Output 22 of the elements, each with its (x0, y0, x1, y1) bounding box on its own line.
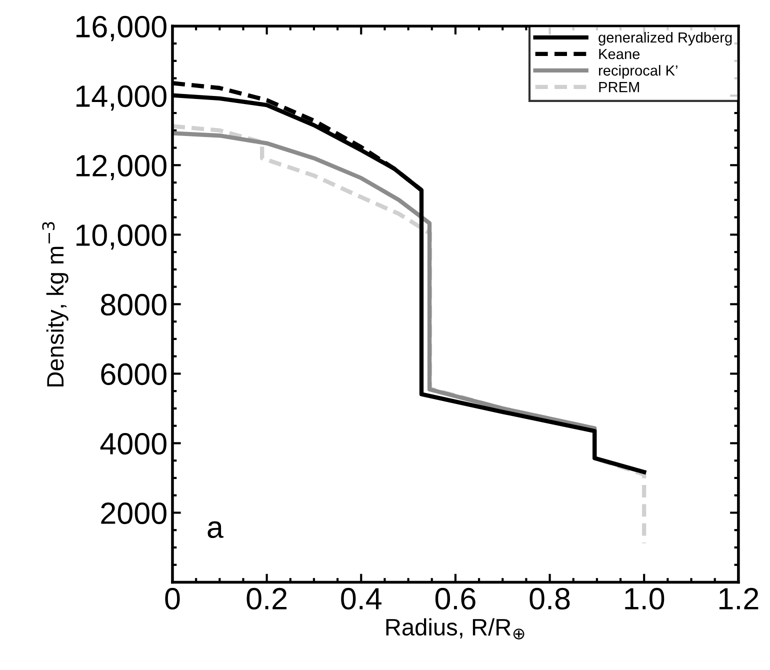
x-tick-label: 0 (165, 588, 180, 610)
y-tick-label: 4000 (100, 432, 166, 455)
x-tick-label: 0.2 (246, 588, 287, 610)
legend-label: reciprocal K’ (599, 64, 678, 79)
legend-label: generalized Rydberg (598, 32, 732, 46)
y-tick-label: 10,000 (76, 224, 166, 250)
y-tick-label: 6000 (101, 363, 166, 386)
x-tick-label: 1.2 (720, 588, 758, 610)
x-tick-label: 0.6 (435, 588, 476, 610)
annotation: a (208, 521, 224, 538)
legend-label: Keane (599, 49, 640, 60)
x-tick-label: 0.4 (341, 588, 382, 610)
x-tick-label: 0.8 (530, 588, 570, 610)
y-tick-label: 12,000 (76, 154, 166, 180)
y-tick-label: 16,000 (76, 16, 166, 42)
y-tick-label: 8000 (100, 294, 166, 316)
y-tick-label: 2000 (101, 502, 166, 524)
legend-label: PREM (599, 82, 639, 92)
x-axis-title: Radius, R/R$_{⊕}$ (386, 618, 524, 640)
x-tick-label: 1.0 (625, 588, 664, 610)
y-tick-label: 14,000 (76, 85, 166, 111)
y-axis-title: Density, kg m$^{−3}$ (42, 222, 68, 386)
